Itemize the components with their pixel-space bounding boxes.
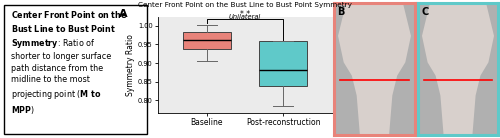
Polygon shape (338, 3, 411, 135)
Text: C: C (421, 7, 428, 17)
Y-axis label: Symmetry Ratio: Symmetry Ratio (126, 34, 135, 96)
Text: $\bf{Center\ Front\ Point\ on\ the}$
$\bf{Bust\ Line\ to\ Bust\ Point}$
$\bf{Sym: $\bf{Center\ Front\ Point\ on\ the}$ $\b… (12, 9, 128, 116)
Bar (184, 32, 230, 49)
Text: B: B (337, 7, 344, 17)
Text: Center Front Point on the Bust Line to Bust Point Symmetry: Center Front Point on the Bust Line to B… (138, 2, 352, 8)
Bar (260, 41, 306, 86)
Text: * *: * * (240, 10, 250, 19)
FancyBboxPatch shape (4, 5, 147, 134)
Polygon shape (422, 3, 494, 135)
Text: Unilateral: Unilateral (229, 14, 261, 20)
Text: A: A (119, 9, 128, 19)
